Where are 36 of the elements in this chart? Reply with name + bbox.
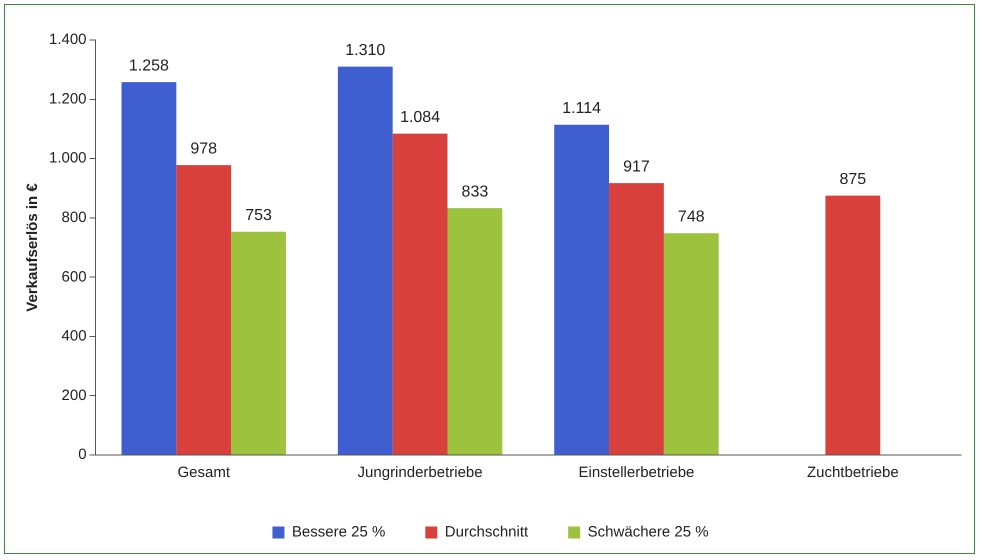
bar: [231, 232, 286, 454]
x-tick-label: Jungrinderbetriebe: [358, 464, 483, 482]
bar: [122, 82, 176, 454]
y-tick-label: 200: [62, 386, 87, 404]
bar: [554, 124, 610, 454]
x-tick-label: Gesamt: [177, 464, 231, 482]
data-label: 1.258: [128, 58, 170, 74]
data-label: 753: [245, 207, 272, 224]
data-label: 875: [839, 171, 866, 188]
data-label: 1.084: [400, 109, 440, 126]
legend-label: Durchschnitt: [444, 524, 530, 541]
y-tick-label: 800: [62, 209, 87, 226]
bar: [447, 208, 502, 454]
legend-label: Schwächere 25 %: [588, 524, 709, 541]
bar: [338, 66, 393, 454]
data-label: 1.310: [345, 42, 386, 60]
x-tick-label: Zuchtbetriebe: [806, 464, 899, 482]
y-tick-label: 1.000: [48, 150, 87, 167]
y-tick-label: 400: [62, 328, 87, 345]
bar: [825, 196, 880, 454]
data-label: 1.114: [562, 100, 602, 118]
y-tick-label: 600: [62, 268, 87, 286]
legend-label: Bessere 25 %: [292, 524, 386, 541]
y-tick-label: 1.400: [48, 31, 87, 48]
y-tick-label: 1.200: [48, 90, 87, 108]
data-label: 833: [462, 183, 488, 200]
x-tick-label: Einstellerbetriebe: [578, 464, 694, 482]
data-label: 978: [190, 140, 218, 158]
y-tick-label: 0: [78, 446, 87, 464]
y-axis-title: Verkaufserlös in €: [24, 182, 42, 312]
bar: [392, 134, 448, 454]
data-label: 917: [623, 158, 650, 176]
data-label: 748: [678, 208, 705, 226]
bar: [609, 183, 664, 454]
bar: [176, 165, 232, 454]
bar: [664, 233, 719, 454]
